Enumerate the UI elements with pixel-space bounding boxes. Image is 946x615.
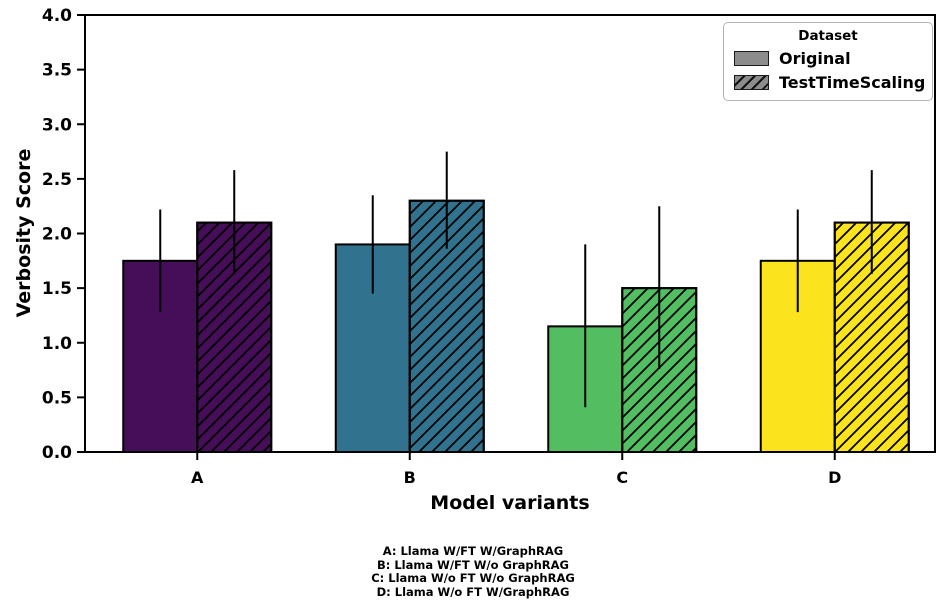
y-axis-label: Verbosity Score [13,148,35,318]
legend-entry-original: Original [734,49,922,68]
footnote-variant-c: C: Llama W/o FT W/o GraphRAG [371,571,575,585]
variant-key-footnotes: A: Llama W/FT W/GraphRAG B: Llama W/FT W… [0,544,946,599]
legend-label-testtimescaling: TestTimeScaling [779,73,926,92]
legend: Dataset Original TestTimeScaling [723,22,933,101]
y-tick-label: 1.0 [42,334,72,354]
x-tick-label: C [616,468,628,487]
legend-entry-testtimescaling: TestTimeScaling [734,73,926,92]
y-tick-label: 2.5 [42,170,72,190]
legend-title: Dataset [798,28,858,44]
y-tick-label: 4.0 [42,6,72,26]
y-tick-label: 2.0 [42,225,72,245]
legend-swatch-solid-icon [734,51,769,66]
y-tick-label: 0.0 [42,443,72,463]
y-tick-label: 0.5 [42,388,72,408]
x-tick-label: B [404,468,416,487]
footnote-variant-b: B: Llama W/FT W/o GraphRAG [376,557,569,572]
footnote-variant-a: A: Llama W/FT W/GraphRAG [382,544,564,558]
legend-label-original: Original [779,49,851,68]
plot-border [84,14,936,453]
x-tick-label: A [191,468,204,487]
y-tick-label: 3.0 [42,115,72,135]
bar-chart-svg: 0.0 0.5 1.0 1.5 2.0 2.5 3.0 3.5 4.0 A B C D [42,6,936,487]
y-tick-label: 1.5 [42,279,72,299]
x-tick-label: D [828,468,841,487]
legend-swatch-hatched-icon [734,75,769,90]
x-axis-label: Model variants [430,492,590,514]
footnote-variant-d: D: Llama W/o FT W/GraphRAG [376,584,570,599]
y-tick-label: 3.5 [42,61,72,81]
